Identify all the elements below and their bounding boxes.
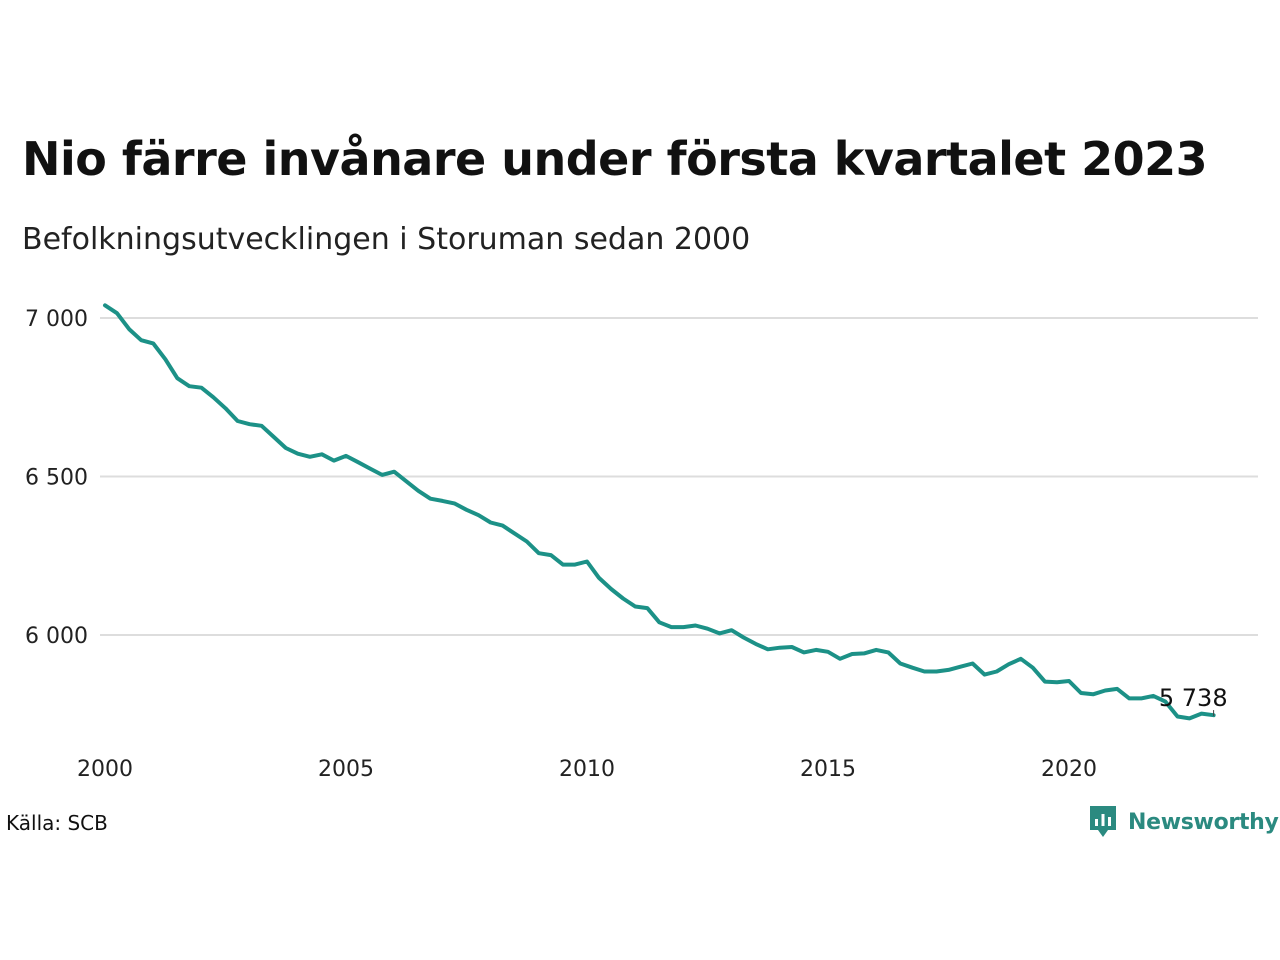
chart-title: Nio färre invånare under första kvartale… bbox=[22, 132, 1208, 186]
chart-subtitle: Befolkningsutvecklingen i Storuman sedan… bbox=[22, 222, 751, 257]
y-tick-label: 6 000 bbox=[25, 624, 88, 649]
newsworthy-logo-icon bbox=[1090, 806, 1116, 837]
newsworthy-logo-text: Newsworthy bbox=[1128, 809, 1279, 835]
x-tick-label: 2005 bbox=[318, 757, 374, 782]
y-tick-label: 7 000 bbox=[25, 307, 88, 332]
x-tick-label: 2000 bbox=[77, 757, 133, 782]
x-tick-label: 2010 bbox=[559, 757, 615, 782]
line-chart: 6 000 6 500 7 000 2000 2005 2010 2015 2020 5 7… bbox=[25, 303, 1258, 782]
last-value-label: 5 738 bbox=[1159, 684, 1228, 712]
newsworthy-logo: Newsworthy bbox=[1088, 804, 1279, 840]
x-axis: 2000 2005 2010 2015 2020 bbox=[77, 757, 1097, 782]
x-tick-label: 2015 bbox=[800, 757, 856, 782]
source-note: Källa: SCB bbox=[6, 811, 108, 835]
grid-layer bbox=[100, 317, 1258, 636]
series-line-population bbox=[103, 303, 1216, 721]
annotation-layer: 5 738 bbox=[1159, 684, 1228, 717]
y-tick-label: 6 500 bbox=[25, 466, 88, 491]
x-tick-label: 2020 bbox=[1041, 757, 1097, 782]
series-layer bbox=[103, 303, 1216, 721]
y-axis: 6 000 6 500 7 000 bbox=[25, 307, 88, 649]
